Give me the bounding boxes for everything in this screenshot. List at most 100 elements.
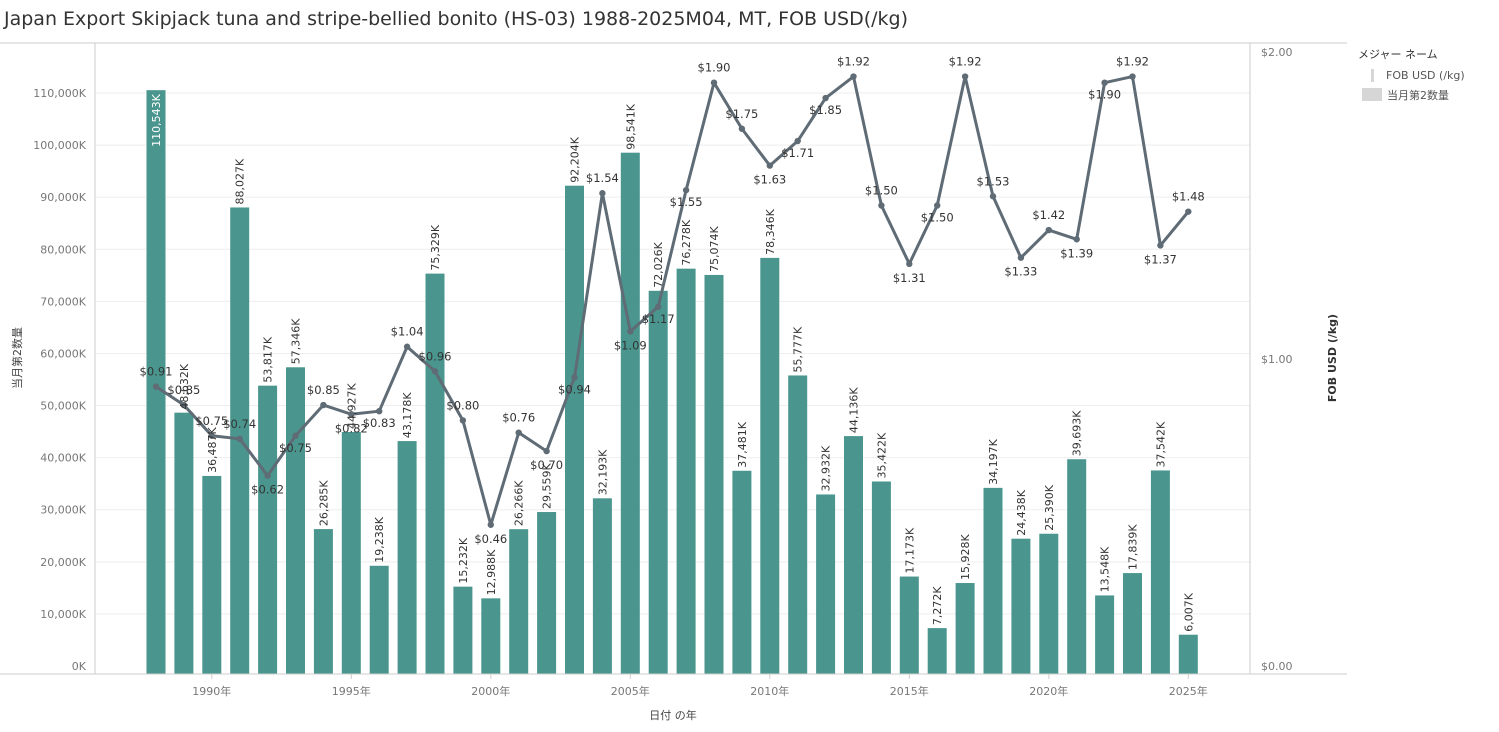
x-tick-label: 1995年 [332,684,371,698]
price-label: $0.70 [530,458,563,472]
labels: 110,543K 48,632K 36,487K 88,027K 53,817K 57,3… [140,55,1205,632]
legend-title: メジャー ネーム [1358,48,1438,61]
legend-label: 当月第2数量 [1387,88,1449,102]
price-point [320,401,327,409]
bar [313,529,333,674]
price-label: $0.83 [363,416,396,430]
price-point [459,417,467,424]
y-tick-label: 50,000K [40,400,86,413]
price-point [571,374,578,381]
bar-value-label: 75,074K [708,225,721,271]
price-label: $0.94 [558,382,591,396]
price-point [878,202,885,209]
bar-value-label: 78,346K [764,208,777,254]
bar-value-label: 13,548K [1099,546,1112,592]
legend: メジャー ネーム FOB USD (/kg) 当月第2数量 [1358,46,1465,104]
price-point [1073,236,1080,243]
bar-value-label: 76,278K [680,219,693,265]
price-label: $0.80 [446,398,479,412]
y-axis-title: 当月第2数量 [10,327,24,389]
bar [704,274,724,674]
bar [425,273,445,674]
bar [760,257,780,674]
price-label: $0.76 [502,411,535,425]
legend-item-volume[interactable]: 当月第2数量 [1358,85,1465,104]
price-point [599,190,606,197]
bar-value-label: 6,007K [1182,592,1195,631]
bar [732,470,752,674]
price-point [348,411,355,418]
bar-value-label: 34,197K [987,438,1000,484]
bar [788,375,808,674]
price-point [989,193,997,200]
bar-value-label: 55,777K [792,326,805,372]
bar-value-label: 35,422K [875,432,888,478]
price-label: $0.85 [167,383,200,397]
price-point [376,407,383,415]
price-label: $0.75 [195,414,228,428]
price-label: $1.50 [865,184,898,198]
bar-value-label: 7,272K [931,586,944,625]
bar [620,152,640,674]
price-label: $1.92 [1116,55,1149,69]
bar-value-label: 32,193K [596,449,609,495]
price-label: $1.92 [837,55,870,69]
price-label: $1.09 [614,338,647,352]
price-point [738,125,746,132]
combo-chart: 0K 10,000K 20,000K 30,000K 40,000K 50,000K 60,… [0,42,1347,722]
bar-value-label: 72,026K [652,241,665,287]
x-tick-label: 1990年 [192,684,231,698]
bar-value-label: 36,487K [206,426,219,472]
price-label: $0.82 [335,421,368,435]
price-point [766,162,773,169]
bar-swatch-icon [1362,88,1382,101]
bar [1178,634,1198,674]
bar [1011,538,1031,674]
price-label: $1.55 [670,195,703,209]
bar [871,481,891,674]
y-tick-label: 20,000K [40,556,86,569]
bar [202,475,222,674]
bar [592,498,612,674]
price-label: $0.46 [474,532,507,546]
price-label: $1.54 [586,171,619,185]
price-point [264,472,271,479]
price-label: $0.96 [419,349,452,363]
bar [565,185,584,674]
bar-value-label: 44,927K [345,382,358,428]
bars [146,90,1198,675]
bar-value-label: 12,988K [485,549,498,595]
bar [258,385,278,674]
bar-value-label: 17,173K [903,527,916,573]
price-point [236,435,243,443]
price-line [152,73,1192,528]
bar [816,494,836,674]
price-point [1185,208,1192,215]
bar [1039,533,1059,674]
price-point [961,73,969,80]
bar-value-label: 39,693K [1071,410,1084,456]
y-tick-label: 10,000K [40,608,86,621]
bar-value-label: 19,238K [373,516,386,562]
bar-value-label: 75,329K [429,224,442,270]
y-tick-label: 30,000K [40,504,86,517]
bar [1123,573,1142,674]
bar-value-label: 15,928K [959,534,972,580]
price-label: $1.92 [949,55,982,69]
bar [648,290,668,674]
legend-item-price[interactable]: FOB USD (/kg) [1358,66,1465,85]
price-label: $0.74 [223,417,256,431]
y-tick-label: 60,000K [40,347,86,360]
line-swatch-icon [1371,69,1374,82]
price-label: $1.50 [921,211,954,225]
price-label: $1.90 [1088,88,1121,102]
bar [341,431,361,674]
price-point [627,328,634,335]
bar-value-label: 26,266K [513,480,526,526]
bar [955,583,975,674]
price-label: $1.04 [391,325,424,339]
price-point [543,447,550,455]
price-point [710,79,718,86]
price-label: $1.37 [1144,252,1177,266]
price-label: $1.42 [1032,208,1065,222]
